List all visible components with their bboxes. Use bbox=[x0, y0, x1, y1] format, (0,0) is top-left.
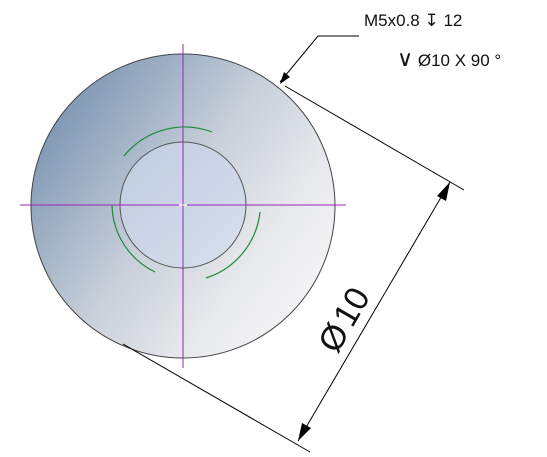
thread-spec: M5x0.8 bbox=[364, 11, 420, 30]
callout-countersink-line: ∨ Ø10 X 90 ° bbox=[397, 46, 501, 72]
leader-arrowhead bbox=[280, 72, 290, 84]
countersink-symbol-icon: ∨ bbox=[397, 46, 414, 71]
thread-arc-left bbox=[111, 204, 156, 273]
thread-arc-top bbox=[123, 126, 213, 157]
callout-leader bbox=[279, 35, 359, 83]
depth-value: 12 bbox=[443, 11, 463, 30]
extension-line-top bbox=[284, 85, 465, 191]
countersink-diameter: Ø10 X 90 ° bbox=[417, 51, 502, 70]
callout-thread-line: M5x0.8 ↧ 12 bbox=[364, 11, 462, 31]
thread-arc-right bbox=[205, 211, 261, 279]
extension-line-bottom bbox=[122, 343, 311, 453]
dimension-arrow-top bbox=[437, 182, 450, 201]
depth-symbol-icon: ↧ bbox=[424, 11, 439, 30]
dimension-line bbox=[297, 181, 451, 442]
dimension-arrow-bottom bbox=[298, 423, 311, 441]
